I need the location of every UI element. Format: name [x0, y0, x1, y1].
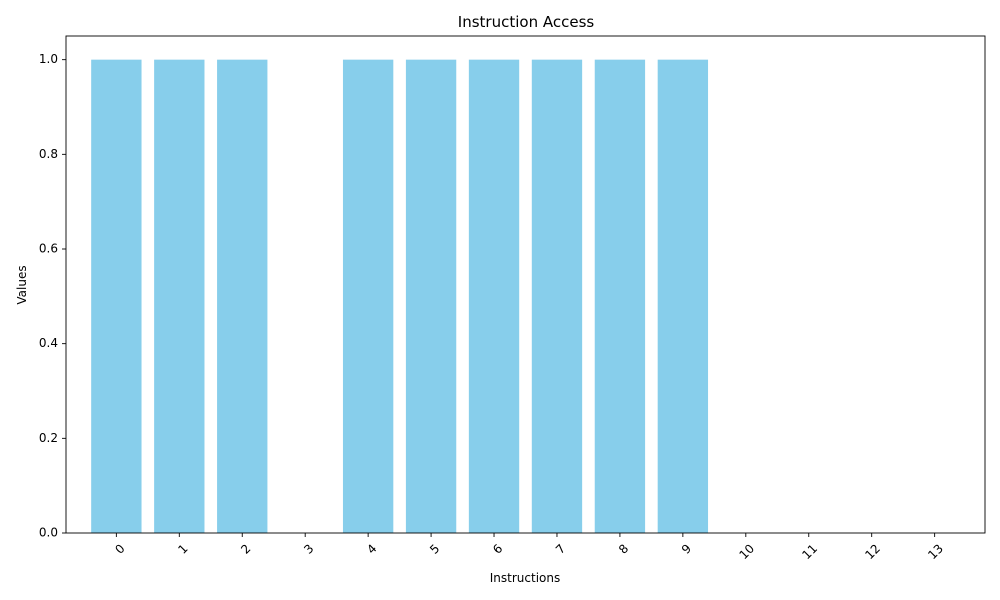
bar-7: [531, 59, 583, 534]
y-tick-label-0.2: 0.2: [39, 431, 58, 445]
y-tick-label-0.0: 0.0: [39, 526, 58, 540]
bar-0: [91, 59, 142, 534]
y-axis-ticks: 0.0 0.2 0.4 0.6 0.8 1.0: [39, 52, 66, 540]
x-tick-label-2: 2: [238, 541, 253, 556]
x-tick-label-8: 8: [616, 541, 631, 556]
y-axis-label: Values: [15, 265, 29, 304]
x-tick-label-5: 5: [427, 541, 442, 556]
x-tick-label-9: 9: [679, 541, 694, 556]
bar-5: [405, 59, 457, 534]
x-tick-label-0: 0: [112, 541, 127, 556]
bar-9: [657, 59, 709, 534]
y-tick-label-1.0: 1.0: [39, 52, 58, 66]
x-tick-label-10: 10: [736, 541, 757, 562]
x-tick-label-11: 11: [799, 541, 820, 562]
y-tick-label-0.4: 0.4: [39, 336, 58, 350]
x-tick-label-4: 4: [364, 541, 379, 556]
x-tick-label-7: 7: [553, 541, 568, 556]
x-axis-label: Instructions: [490, 571, 560, 585]
x-tick-label-3: 3: [301, 541, 316, 556]
x-tick-label-13: 13: [925, 541, 946, 562]
bar-8: [594, 59, 646, 534]
bar-4: [342, 59, 394, 534]
bars-group: [91, 59, 709, 534]
x-tick-label-12: 12: [862, 541, 883, 562]
x-axis-ticks: 0 1 2 3 4 5 6 7 8 9 10 11 12 13: [112, 533, 946, 562]
bar-1: [154, 59, 205, 534]
y-tick-label-0.6: 0.6: [39, 242, 58, 256]
bar-6: [468, 59, 520, 534]
bar-2: [217, 59, 268, 534]
plot-frame: [65, 35, 986, 534]
y-tick-label-0.8: 0.8: [39, 147, 58, 161]
x-tick-label-1: 1: [175, 541, 190, 556]
chart-title: Instruction Access: [458, 13, 595, 31]
x-tick-label-6: 6: [490, 541, 505, 556]
